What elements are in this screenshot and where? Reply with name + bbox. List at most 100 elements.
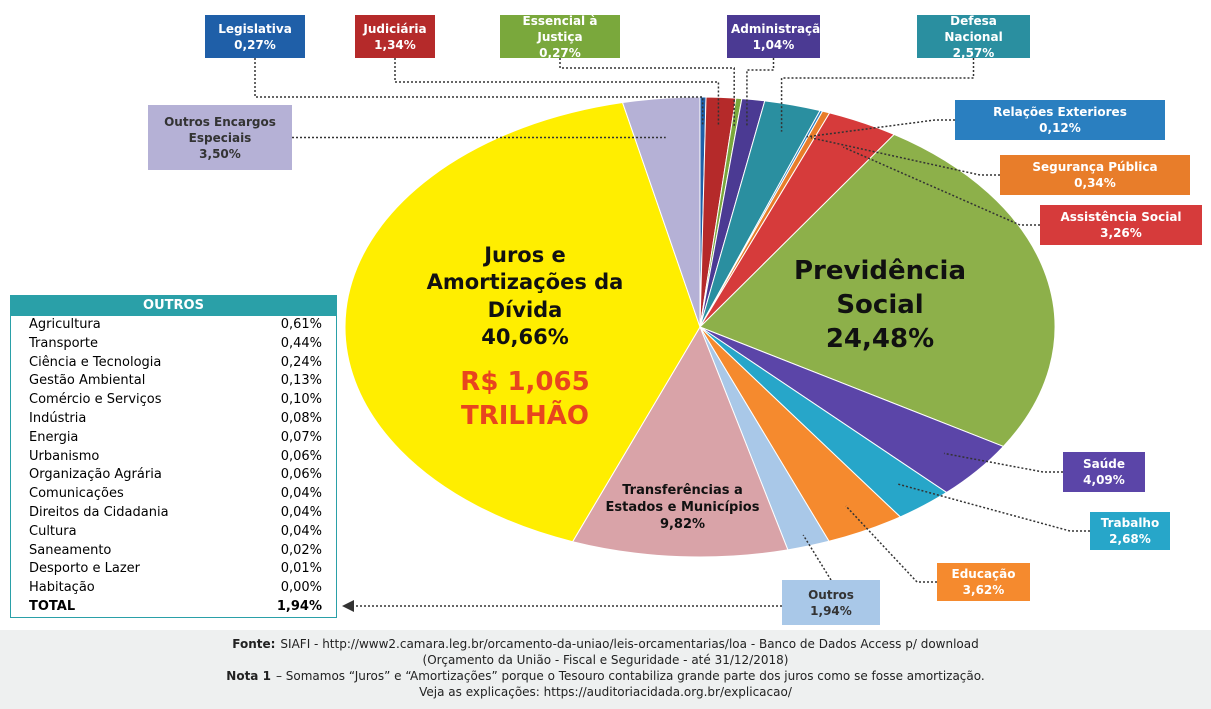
row-name: Agricultura xyxy=(29,317,101,332)
row-name: Transporte xyxy=(29,335,98,351)
row-name: Comunicações xyxy=(29,486,124,502)
row-name: Habitação xyxy=(29,580,95,596)
pie-slice xyxy=(344,101,701,543)
table-row: Transporte 0,44% xyxy=(11,335,336,354)
table-row: Comunicações 0,04% xyxy=(11,485,336,504)
slice-value-label: 3,50% xyxy=(199,146,241,161)
row-value: 0,02% xyxy=(280,542,322,558)
row-value: 0,44% xyxy=(280,335,322,351)
footer-line: (Orçamento da União - Fiscal e Seguridad… xyxy=(0,652,1211,668)
slice-label: Assistência Social xyxy=(1060,210,1182,224)
slice-value-label: 40,66% xyxy=(481,324,569,349)
row-value: 1,94% xyxy=(276,598,322,614)
row-name: Direitos da Cidadania xyxy=(29,504,169,520)
slice-value-label: 0,12% xyxy=(1039,121,1081,135)
leader-line xyxy=(802,534,832,581)
row-value: 0,07% xyxy=(280,429,322,445)
row-value: 0,10% xyxy=(280,392,322,408)
leader-line xyxy=(806,119,955,138)
slice-value-label: 0,27% xyxy=(539,45,581,60)
row-value: 0,13% xyxy=(280,373,322,389)
callout-box: Outros 1,94% xyxy=(782,580,880,625)
row-value: 0,61% xyxy=(280,317,322,332)
slice-label: Saúde xyxy=(1082,457,1125,471)
footer: Fonte: SIAFI - http://www2.camara.leg.br/… xyxy=(0,630,1211,709)
table-row: Cultura 0,04% xyxy=(11,523,336,542)
footer-text: Veja as explicações: https://auditoriaci… xyxy=(419,685,792,699)
table-row: Ciência e Tecnologia 0,24% xyxy=(11,354,336,373)
slice-center-label: Previdência Social 24,48% xyxy=(790,255,970,356)
row-name: Saneamento xyxy=(29,542,112,558)
leader-line xyxy=(810,137,1000,176)
row-value: 0,04% xyxy=(280,504,322,520)
slice-label: Judiciária xyxy=(363,21,427,36)
leader-line xyxy=(780,58,975,132)
row-name: Gestão Ambiental xyxy=(29,373,146,389)
slice-value-label: 1,94% xyxy=(810,603,852,618)
row-name: Desporto e Lazer xyxy=(29,561,141,577)
leader-line xyxy=(254,58,704,125)
table-row: Direitos da Cidadania 0,04% xyxy=(11,504,336,523)
table-row: Gestão Ambiental 0,13% xyxy=(11,372,336,391)
row-value: 0,06% xyxy=(280,448,322,464)
footer-bold: Nota 1 xyxy=(226,669,271,683)
callout-box: Outros Encargos Especiais 3,50% xyxy=(148,105,292,170)
slice-label: Transferências a Estados e Municípios xyxy=(605,483,760,515)
slice-label: Defesa Nacional xyxy=(944,13,1003,44)
slice-label: Juros e Amortizações da Dívida xyxy=(426,243,624,322)
footer-line: Veja as explicações: https://auditoriaci… xyxy=(0,684,1211,700)
slice-value-label: 9,82% xyxy=(659,516,706,532)
slice-value-label: 1,04% xyxy=(752,37,795,52)
callout-box: Essencial à Justiça 0,27% xyxy=(500,14,620,60)
footer-line: Nota 1 – Somamos “Juros” e “Amortizações”… xyxy=(0,668,1211,684)
annotation: R$ 1,065 TRILHÃO xyxy=(460,367,590,432)
leader-line xyxy=(845,505,937,583)
slice-center-label: Juros e Amortizações da Dívida 40,66% R$ 1… xyxy=(405,242,645,433)
row-name: Cultura xyxy=(29,523,77,539)
slice-value-label: 0,34% xyxy=(1074,176,1116,190)
table-row: Habitação 0,00% xyxy=(11,579,336,598)
row-value: 0,04% xyxy=(280,486,322,502)
slice-value-label: 0,27% xyxy=(234,37,276,52)
table-row: Energia 0,07% xyxy=(11,429,336,448)
table-row: Organização Agrária 0,06% xyxy=(11,466,336,485)
table-row: Saneamento 0,02% xyxy=(11,542,336,561)
slice-value-label: 3,26% xyxy=(1100,226,1142,240)
table-row: Desporto e Lazer 0,01% xyxy=(11,560,336,579)
callout-box: Administração 1,04% xyxy=(727,15,829,58)
slice-value-label: 1,34% xyxy=(374,37,416,52)
row-value: 0,04% xyxy=(280,523,322,539)
pie-slice xyxy=(571,325,789,558)
slice-label: Administração xyxy=(731,21,829,36)
row-name: TOTAL xyxy=(29,598,76,614)
leader-line xyxy=(746,58,775,127)
slice-label: Legislativa xyxy=(218,21,292,36)
slice-label: Outros xyxy=(808,587,854,602)
leader-line xyxy=(559,58,735,126)
callout-box: Trabalho 2,68% xyxy=(1090,512,1170,550)
leader-line xyxy=(897,483,1090,532)
arrow-head xyxy=(342,600,354,612)
outros-table: OUTROS Agricultura 0,61% Transporte 0,44% Ci… xyxy=(10,295,337,618)
slice-value-label: 4,09% xyxy=(1083,473,1125,487)
callout-box: Assistência Social 3,26% xyxy=(1040,205,1202,245)
slice-label: Educação xyxy=(951,567,1016,581)
row-name: Comércio e Serviços xyxy=(29,392,162,408)
pie-slice xyxy=(621,96,701,328)
slice-value-label: 24,48% xyxy=(825,323,935,354)
leader-line xyxy=(943,452,1063,473)
pie-slice xyxy=(699,133,1056,448)
row-name: Energia xyxy=(29,429,79,445)
pie-chart xyxy=(254,58,1090,612)
table-title: OUTROS xyxy=(11,296,336,316)
row-value: 0,00% xyxy=(280,580,322,596)
table-row: Comércio e Serviços 0,10% xyxy=(11,391,336,410)
table-row: Agricultura 0,61% xyxy=(11,316,336,335)
row-name: Indústria xyxy=(29,410,87,426)
slice-label: Previdência Social xyxy=(794,256,966,320)
slice-label: Relações Exteriores xyxy=(993,105,1127,119)
callout-box: Relações Exteriores 0,12% xyxy=(955,100,1165,140)
callout-box: Educação 3,62% xyxy=(937,563,1030,601)
footer-bold: Fonte: xyxy=(232,637,276,651)
